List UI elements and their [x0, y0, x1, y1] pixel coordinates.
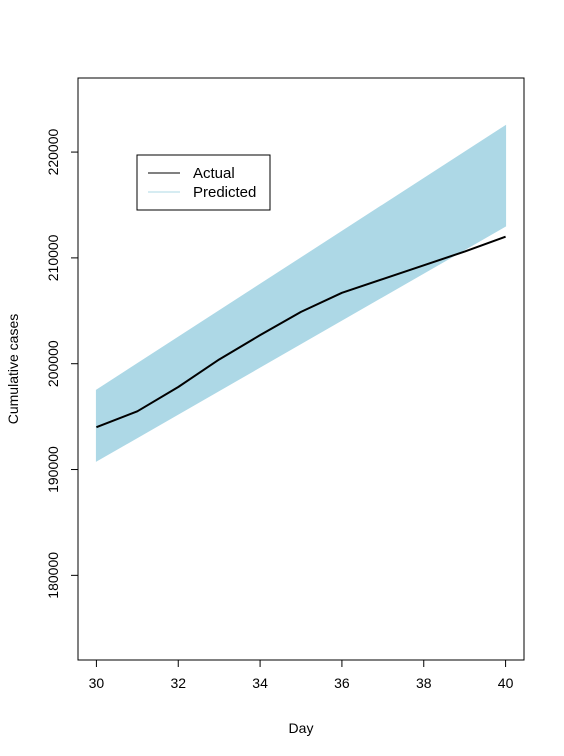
x-tick-label: 32 [170, 675, 186, 691]
x-tick-label: 34 [252, 675, 268, 691]
legend: Actual Predicted [137, 155, 270, 210]
x-tick-label: 38 [416, 675, 432, 691]
y-tick-label: 210000 [45, 234, 61, 281]
y-tick-label: 200000 [45, 340, 61, 387]
y-tick-label: 180000 [45, 552, 61, 599]
x-tick-label: 40 [498, 675, 514, 691]
x-axis-label: Day [289, 720, 314, 736]
x-tick-label: 30 [89, 675, 105, 691]
x-tick-label: 36 [334, 675, 350, 691]
y-tick-label: 220000 [45, 129, 61, 176]
legend-box [137, 155, 270, 210]
legend-actual-label: Actual [193, 165, 235, 182]
y-axis-label: Cumulative cases [5, 314, 21, 425]
y-tick-label: 190000 [45, 446, 61, 493]
legend-predicted-label: Predicted [193, 184, 256, 201]
